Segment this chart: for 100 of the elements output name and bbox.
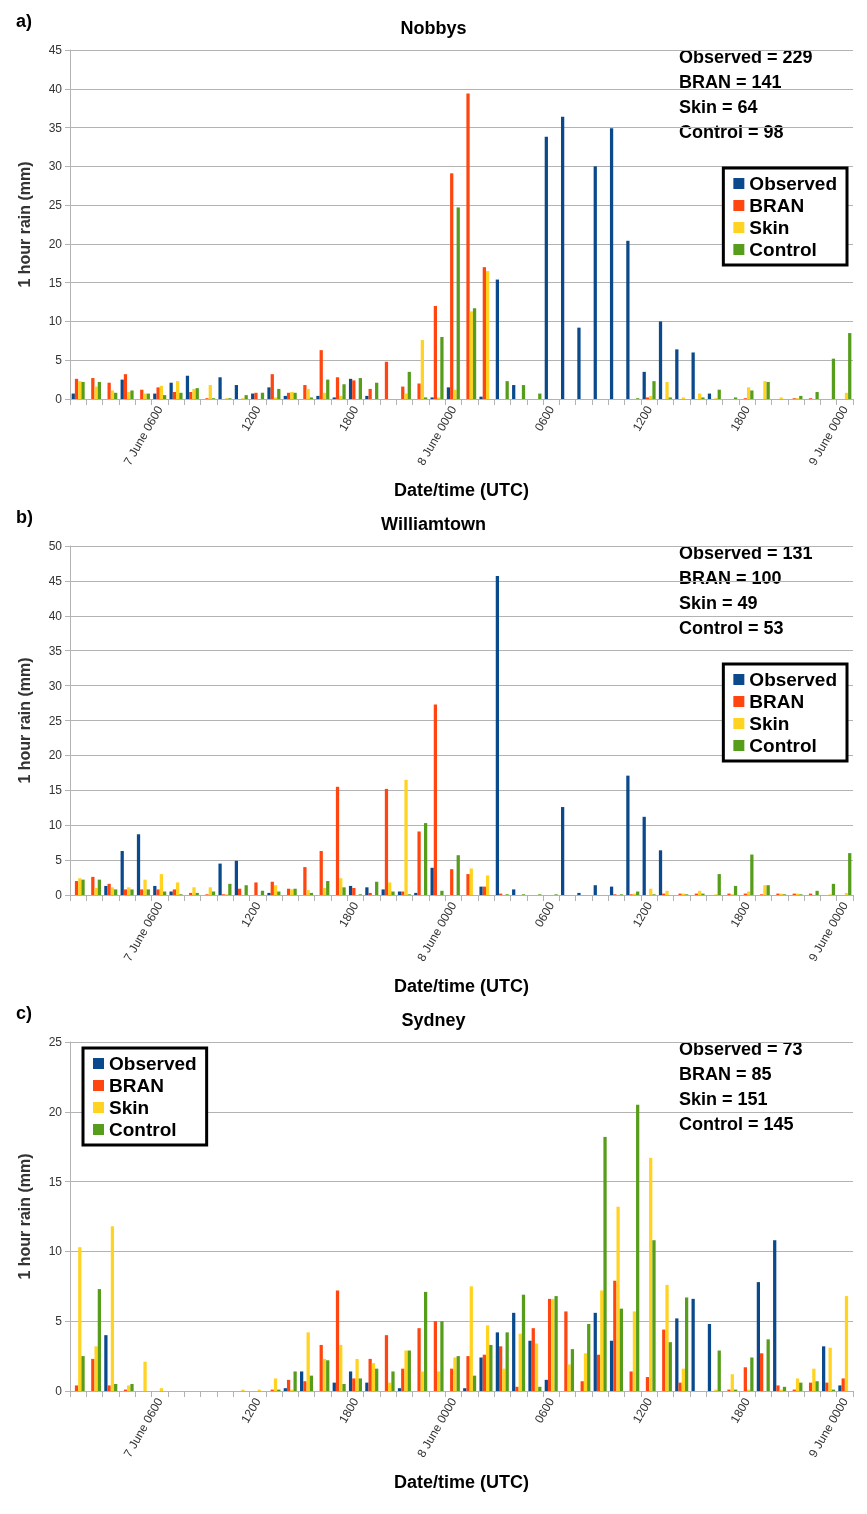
bar: [286, 392, 291, 399]
bar: [567, 1364, 571, 1391]
bar: [397, 1388, 402, 1391]
bar: [423, 823, 428, 895]
bar: [675, 349, 679, 399]
bar: [463, 1388, 467, 1391]
annotation: Control = 145: [679, 1114, 794, 1134]
bar: [404, 779, 408, 895]
y-tick-label: 0: [55, 392, 63, 406]
bar: [143, 1361, 147, 1391]
bar: [844, 1296, 849, 1391]
bar: [319, 350, 323, 399]
bar: [766, 1339, 770, 1391]
bar: [668, 1342, 672, 1391]
bar: [91, 876, 95, 895]
bar: [518, 1333, 522, 1391]
bar: [293, 1371, 297, 1391]
bar: [466, 874, 470, 895]
legend-label: BRAN: [749, 195, 805, 216]
bar: [355, 1358, 359, 1391]
bar: [733, 885, 738, 895]
bar: [123, 374, 128, 399]
bar: [750, 854, 754, 895]
bar: [94, 888, 98, 895]
bar: [815, 392, 819, 399]
bar: [649, 395, 653, 399]
bar: [456, 207, 460, 399]
bar: [146, 889, 150, 895]
bar: [97, 1289, 101, 1391]
bar: [375, 1368, 379, 1391]
bar: [564, 1311, 568, 1391]
bar: [74, 881, 79, 895]
bar: [169, 382, 173, 399]
bar: [384, 361, 389, 399]
bar: [162, 395, 167, 399]
bar: [485, 1325, 490, 1391]
bar: [760, 1353, 764, 1391]
bar: [423, 1291, 428, 1391]
annotation: Skin = 64: [679, 97, 758, 117]
bar: [531, 1328, 535, 1391]
bar: [795, 1378, 800, 1391]
bar: [499, 1346, 503, 1391]
text: a): [16, 11, 33, 31]
bar: [593, 1312, 597, 1391]
bar: [153, 885, 157, 895]
bar: [485, 271, 490, 399]
bar: [825, 1382, 829, 1391]
bar: [844, 392, 849, 399]
bar: [404, 393, 408, 399]
bar: [407, 371, 411, 399]
bar: [322, 392, 327, 399]
y-tick-label: 10: [48, 314, 63, 329]
bar: [717, 1350, 721, 1391]
legend-label: Control: [749, 735, 817, 756]
bar: [91, 1358, 95, 1391]
bar: [593, 166, 597, 399]
bar: [433, 305, 438, 399]
bar: [642, 816, 646, 895]
bar: [450, 1368, 454, 1391]
bar: [107, 382, 111, 399]
bar: [306, 1332, 310, 1391]
bar: [348, 1371, 353, 1391]
bar: [495, 576, 500, 895]
bar: [730, 1374, 734, 1391]
y-tick-label: 5: [55, 853, 63, 868]
bar: [707, 1323, 712, 1391]
bar: [616, 1206, 620, 1391]
bar: [234, 860, 239, 895]
chart-title: Sydney: [401, 1010, 466, 1030]
bar: [375, 881, 379, 895]
y-axis-title: 1 hour rain (mm): [15, 161, 33, 288]
chart-title: Williamtown: [381, 514, 486, 534]
legend-label: BRAN: [749, 691, 805, 712]
bar: [78, 1247, 82, 1391]
y-tick-label: 25: [48, 198, 63, 213]
bar: [717, 874, 721, 895]
bar: [159, 874, 163, 895]
bar: [335, 377, 340, 399]
y-tick-label: 20: [48, 748, 63, 763]
bar: [391, 891, 395, 895]
bar: [561, 807, 565, 895]
bar: [189, 392, 193, 399]
bar: [358, 1378, 362, 1391]
bar: [512, 889, 516, 895]
bar: [342, 384, 346, 399]
bar: [273, 1378, 278, 1391]
bar: [358, 378, 362, 399]
bar: [662, 1329, 666, 1391]
bar: [596, 1354, 601, 1391]
bar: [515, 1386, 519, 1391]
bar: [420, 340, 424, 399]
bar: [208, 887, 212, 895]
y-tick-label: 45: [48, 43, 63, 57]
bar: [534, 1343, 539, 1391]
y-tick-label: 15: [48, 275, 63, 290]
bar: [642, 371, 646, 399]
bar: [286, 1379, 291, 1391]
bar: [339, 878, 343, 895]
bar: [277, 388, 281, 399]
bar: [179, 392, 183, 399]
